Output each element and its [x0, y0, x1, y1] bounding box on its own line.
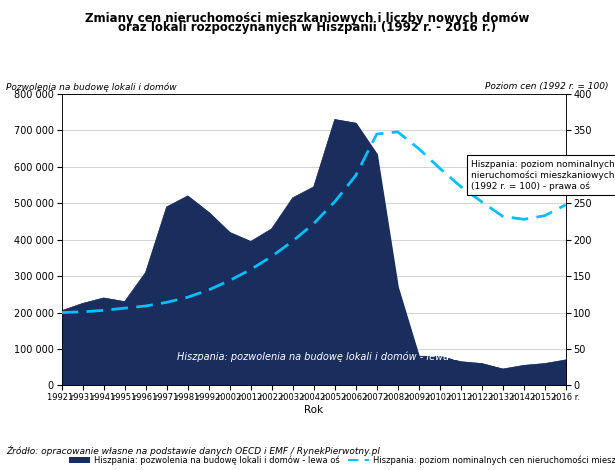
Text: Hiszpania: pozwolenia na budowę lokali i domów - lewa oś: Hiszpania: pozwolenia na budowę lokali i…	[177, 351, 464, 362]
Text: Pozwolenia na budowę lokali i domów: Pozwolenia na budowę lokali i domów	[6, 82, 177, 92]
Text: oraz lokali rozpoczynanych w Hiszpanii (1992 r. - 2016 r.): oraz lokali rozpoczynanych w Hiszpanii (…	[119, 21, 496, 34]
X-axis label: Rok: Rok	[304, 405, 323, 415]
Text: Hiszpania: poziom nominalnych cen
nieruchomości mieszkaniowych
(1992 r. = 100) -: Hiszpania: poziom nominalnych cen nieruc…	[471, 160, 615, 190]
Text: Źródło: opracowanie własne na podstawie danych OECD i EMF / RynekPierwotny.pl: Źródło: opracowanie własne na podstawie …	[6, 446, 380, 456]
Text: Poziom cen (1992 r. = 100): Poziom cen (1992 r. = 100)	[485, 82, 609, 91]
Legend: Hiszpania: pozwolenia na budowę lokali i domów - lewa oś, Hiszpania: poziom nomi: Hiszpania: pozwolenia na budowę lokali i…	[66, 453, 615, 469]
Text: Zmiany cen nieruchomości mieszkaniowych i liczby nowych domów: Zmiany cen nieruchomości mieszkaniowych …	[85, 12, 530, 25]
